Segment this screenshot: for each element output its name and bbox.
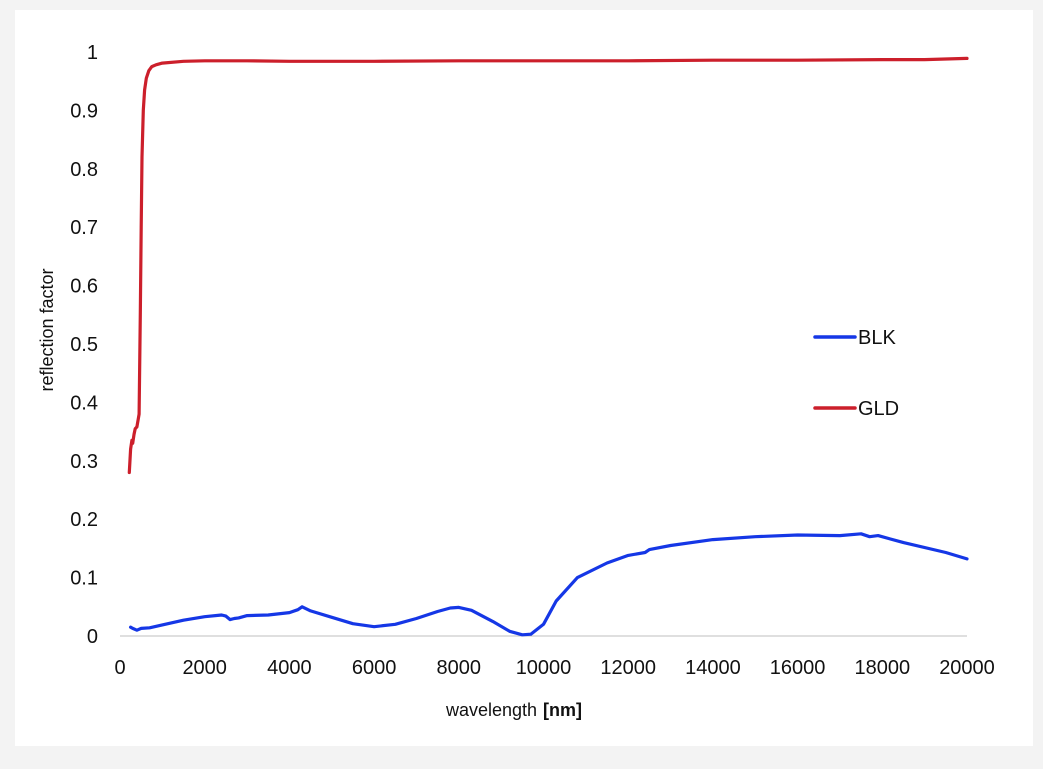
x-tick-label: 2000 [182,657,227,679]
x-axis-title: wavelength [nm] [445,700,582,720]
legend-label-gld: GLD [858,398,899,420]
x-axis-title-text: wavelength [445,700,537,720]
y-tick-label: 1 [87,42,98,64]
series-lines [127,56,969,637]
y-tick-label: 0.9 [70,100,98,122]
y-tick-label: 0.3 [70,451,98,473]
y-tick-label: 0 [87,626,98,648]
x-tick-label: 10000 [516,657,572,679]
x-tick-label: 4000 [267,657,312,679]
x-tick-label: 20000 [939,657,995,679]
legend: BLK GLD [813,327,899,420]
y-tick-label: 0.6 [70,276,98,298]
x-tick-label: 6000 [352,657,397,679]
y-tick-label: 0.2 [70,509,98,531]
x-tick-label: 8000 [437,657,482,679]
chart-panel: 0 0.1 0.2 0.3 0.4 0.5 0.6 0.7 0.8 0.9 1 0 2000 4000 6… [15,10,1033,746]
y-tick-label: 0.1 [70,568,98,590]
x-axis-ticks: 0 2000 4000 6000 8000 10000 12000 14000 16000 180… [114,657,994,679]
x-tick-label: 14000 [685,657,741,679]
x-axis-title-unit: [nm] [543,700,582,720]
x-tick-label: 0 [114,657,125,679]
series-line-blk [128,532,969,637]
y-tick-label: 0.4 [70,392,98,414]
legend-label-blk: BLK [858,327,896,349]
x-tick-label: 18000 [854,657,910,679]
y-axis-title: reflection factor [37,268,57,391]
y-axis-ticks: 0 0.1 0.2 0.3 0.4 0.5 0.6 0.7 0.8 0.9 1 [70,42,98,648]
line-chart: 0 0.1 0.2 0.3 0.4 0.5 0.6 0.7 0.8 0.9 1 0 2000 4000 6… [37,42,995,720]
x-tick-label: 16000 [770,657,826,679]
y-tick-label: 0.8 [70,159,98,181]
series-line-gld [127,56,969,475]
y-tick-label: 0.7 [70,217,98,239]
x-tick-label: 12000 [600,657,656,679]
y-tick-label: 0.5 [70,334,98,356]
